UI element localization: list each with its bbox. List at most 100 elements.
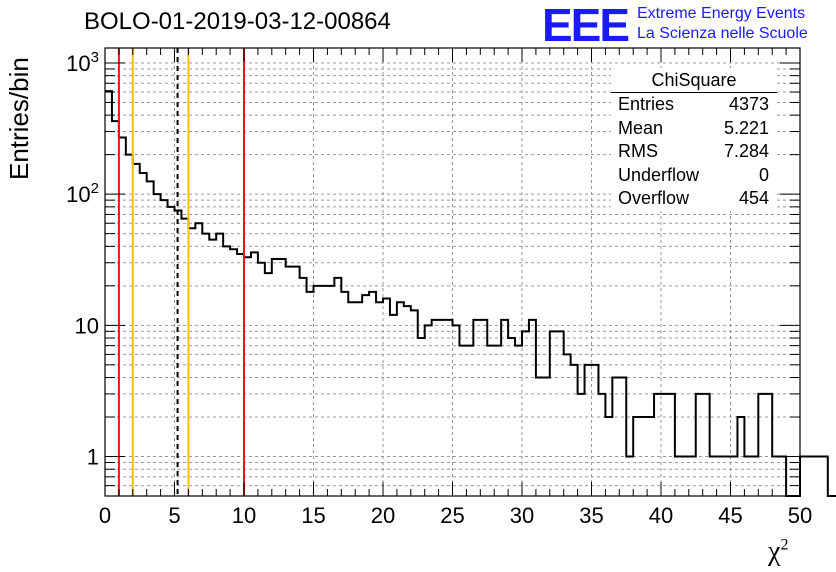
histogram-title: BOLO-01-2019-03-12-00864	[84, 8, 391, 35]
histogram-bin	[404, 306, 411, 496]
x-tick-label: 10	[232, 503, 256, 528]
x-axis-label-base: χ	[768, 536, 781, 567]
x-axis-label: χ2	[768, 536, 788, 568]
histogram-bin	[314, 286, 321, 496]
logo-line-2: La Scienza nelle Scuole	[637, 25, 808, 42]
histogram-bin	[821, 457, 828, 496]
histogram-bin	[258, 263, 265, 496]
y-tick-label: 103	[66, 49, 99, 76]
histogram-bin	[320, 286, 327, 496]
histogram-bin	[195, 223, 202, 496]
histogram-bin	[119, 138, 126, 496]
histogram-bin	[487, 346, 494, 496]
histogram-bin	[425, 325, 432, 496]
x-tick-label: 0	[99, 503, 111, 528]
histogram-bin	[765, 394, 772, 496]
x-tick-label: 40	[649, 503, 673, 528]
grid	[105, 48, 800, 496]
histogram-bin	[571, 365, 578, 496]
stats-box: ChiSquare Entries 4373 Mean 5.221 RMS 7.284…	[611, 68, 777, 211]
stats-row: Entries 4373	[611, 93, 777, 117]
histogram-bin	[286, 267, 293, 496]
histogram-bin	[661, 394, 668, 496]
histogram-bin	[612, 378, 619, 496]
x-tick-label: 50	[788, 503, 812, 528]
histogram-bin	[592, 365, 599, 496]
histogram-bin	[154, 194, 161, 496]
histogram-bin	[223, 246, 230, 496]
logo-caption: Extreme Energy Events La Scienza nelle S…	[637, 4, 808, 44]
stats-label: Entries	[618, 94, 675, 114]
y-tick-label: 102	[66, 180, 99, 207]
histogram-bin	[251, 252, 258, 496]
histogram-bin	[550, 331, 557, 496]
histogram-bin	[466, 346, 473, 496]
marker-lines	[117, 48, 245, 496]
histogram-bin	[181, 219, 188, 496]
x-tick-label: 30	[510, 503, 534, 528]
histogram-bin	[578, 394, 585, 496]
stats-value: 454	[738, 188, 769, 208]
histogram-bin	[814, 457, 821, 496]
stats-label: Mean	[618, 117, 664, 138]
x-tick-label: 15	[301, 503, 325, 528]
histogram-bin	[543, 378, 550, 496]
histogram-bin	[807, 457, 814, 496]
y-tick-label: 10	[75, 313, 99, 338]
histogram-bin	[133, 164, 140, 496]
histogram-bin	[494, 346, 501, 496]
histogram-bin	[453, 325, 460, 496]
histogram-bin	[668, 394, 675, 496]
histogram-bin	[334, 278, 341, 496]
x-tick-label: 45	[718, 503, 742, 528]
stats-value: 5.221	[723, 117, 769, 138]
stats-label: Underflow	[618, 164, 700, 185]
histogram-bin	[696, 394, 703, 496]
histogram-bin	[654, 394, 661, 496]
logo-line-1: Extreme Energy Events	[637, 5, 806, 22]
histogram-bin	[168, 207, 175, 496]
histogram-bin	[140, 173, 147, 496]
histogram-bin	[536, 378, 543, 496]
histogram-bin	[800, 457, 807, 496]
histogram-bin	[515, 346, 522, 496]
histogram-bin	[237, 254, 244, 496]
x-tick-label: 5	[168, 503, 180, 528]
x-tick-label: 25	[440, 503, 464, 528]
x-tick-label: 20	[371, 503, 395, 528]
histogram-bin	[300, 278, 307, 496]
stats-value: 7.284	[723, 141, 769, 161]
stats-value: 4373	[728, 94, 769, 114]
histogram-bin	[105, 91, 112, 496]
histogram-bin	[161, 200, 168, 496]
histogram-bin	[557, 331, 564, 496]
histogram-bin	[522, 331, 529, 496]
histogram-bin	[383, 299, 390, 496]
stats-row: Underflow 0	[611, 164, 777, 188]
histogram-bin	[209, 240, 216, 496]
ticks: 0 5 10 15 20 25 30 35 40 45 50 1 10 102 103	[66, 48, 812, 528]
eee-logo: EEE	[542, 0, 630, 51]
x-axis-label-sup: 2	[780, 536, 789, 554]
y-tick-label: 1	[87, 445, 99, 470]
histogram-line	[105, 90, 836, 497]
histogram-bin	[619, 378, 626, 496]
stats-label: Overflow	[618, 188, 690, 208]
histogram-bin	[758, 394, 765, 496]
stats-label: RMS	[618, 141, 658, 161]
histogram-bin	[585, 365, 592, 496]
histogram-bin	[244, 257, 251, 496]
stats-title: ChiSquare	[611, 68, 777, 93]
histogram-series	[105, 90, 836, 497]
histogram-bin	[598, 394, 605, 496]
histogram-bin	[112, 121, 119, 496]
y-axis-label: Entries/bin	[4, 57, 34, 180]
histogram-bin	[147, 181, 154, 496]
x-tick-label: 35	[579, 503, 603, 528]
histogram-bin	[188, 228, 195, 496]
stats-value: 0	[758, 164, 769, 185]
histogram-bin	[293, 267, 300, 496]
histogram-bin	[703, 394, 710, 496]
stats-row: Overflow 454	[611, 187, 777, 211]
